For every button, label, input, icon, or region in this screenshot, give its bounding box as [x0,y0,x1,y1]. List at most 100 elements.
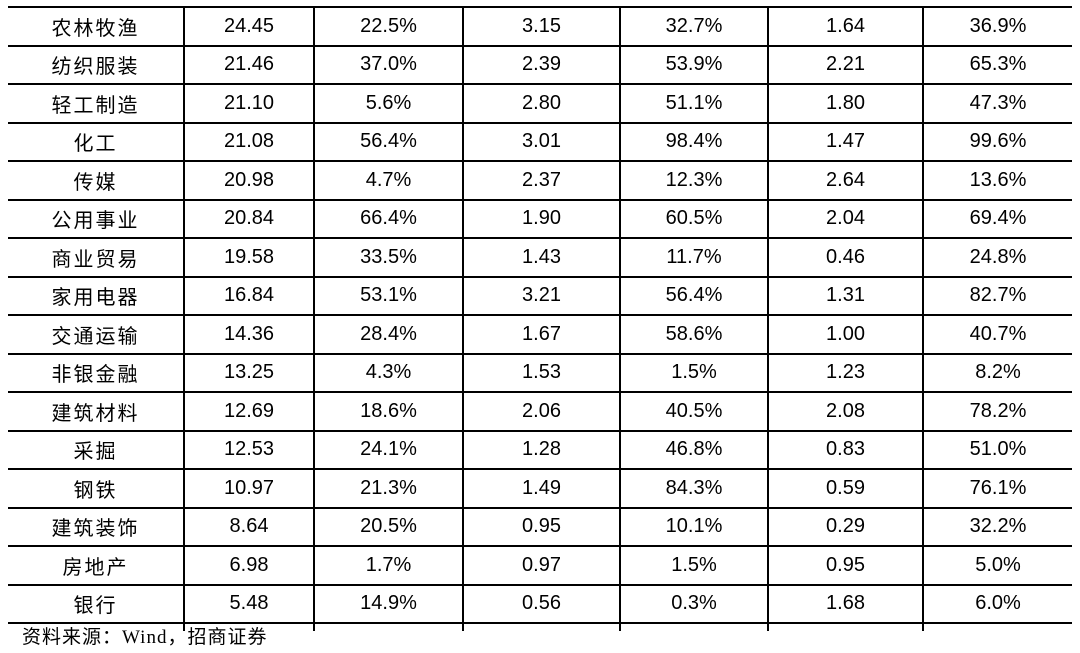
value-cell: 1.23 [767,352,923,392]
value-cell: 12.53 [183,429,314,469]
value-cell: 51.1% [619,83,768,123]
column-line-stub [462,623,620,631]
value-cell: 3.15 [462,6,620,46]
value-cell: 56.4% [619,275,768,315]
value-cell: 66.4% [313,198,463,238]
value-cell: 21.46 [183,44,314,84]
value-cell: 6.0% [922,583,1072,624]
industry-cell: 银行 [8,583,184,624]
value-cell: 84.3% [619,468,768,508]
value-cell: 58.6% [619,314,768,354]
column-line-stub [183,623,314,631]
table-row: 农林牧渔 24.45 22.5% 3.15 32.7% 1.64 36.9% [8,6,1072,46]
table-row: 商业贸易 19.58 33.5% 1.43 11.7% 0.46 24.8% [8,237,1072,277]
value-cell: 2.80 [462,83,620,123]
value-cell: 99.6% [922,121,1072,161]
value-cell: 12.69 [183,391,314,431]
value-cell: 12.3% [619,160,768,200]
table-row: 公用事业 20.84 66.4% 1.90 60.5% 2.04 69.4% [8,198,1072,238]
value-cell: 28.4% [313,314,463,354]
industry-cell: 农林牧渔 [8,6,184,46]
value-cell: 5.6% [313,83,463,123]
table-row: 传媒 20.98 4.7% 2.37 12.3% 2.64 13.6% [8,160,1072,200]
table-row: 化工 21.08 56.4% 3.01 98.4% 1.47 99.6% [8,121,1072,161]
column-line-stub [767,623,923,631]
table-row: 房地产 6.98 1.7% 0.97 1.5% 0.95 5.0% [8,545,1072,585]
table-body: 农林牧渔 24.45 22.5% 3.15 32.7% 1.64 36.9% 纺织服装 21.4… [8,6,1072,631]
value-cell: 1.00 [767,314,923,354]
value-cell: 0.83 [767,429,923,469]
value-cell: 1.90 [462,198,620,238]
value-cell: 98.4% [619,121,768,161]
value-cell: 40.5% [619,391,768,431]
value-cell: 0.95 [462,506,620,546]
value-cell: 0.59 [767,468,923,508]
value-cell: 33.5% [313,237,463,277]
value-cell: 21.10 [183,83,314,123]
value-cell: 2.06 [462,391,620,431]
value-cell: 20.84 [183,198,314,238]
value-cell: 1.67 [462,314,620,354]
industry-cell: 公用事业 [8,198,184,238]
value-cell: 24.8% [922,237,1072,277]
industry-cell: 传媒 [8,160,184,200]
value-cell: 13.6% [922,160,1072,200]
value-cell: 4.7% [313,160,463,200]
value-cell: 24.1% [313,429,463,469]
table-row: 家用电器 16.84 53.1% 3.21 56.4% 1.31 82.7% [8,275,1072,315]
table-row: 交通运输 14.36 28.4% 1.67 58.6% 1.00 40.7% [8,314,1072,354]
table-row: 采掘 12.53 24.1% 1.28 46.8% 0.83 51.0% [8,429,1072,469]
value-cell: 21.3% [313,468,463,508]
value-cell: 24.45 [183,6,314,46]
value-cell: 53.1% [313,275,463,315]
value-cell: 10.1% [619,506,768,546]
value-cell: 2.21 [767,44,923,84]
table-row: 建筑材料 12.69 18.6% 2.06 40.5% 2.08 78.2% [8,391,1072,431]
value-cell: 56.4% [313,121,463,161]
value-cell: 3.21 [462,275,620,315]
column-line-stub-row [8,623,1072,631]
value-cell: 11.7% [619,237,768,277]
industry-cell: 商业贸易 [8,237,184,277]
value-cell: 37.0% [313,44,463,84]
value-cell: 1.53 [462,352,620,392]
value-cell: 1.31 [767,275,923,315]
industry-cell: 房地产 [8,545,184,585]
value-cell: 1.47 [767,121,923,161]
value-cell: 2.08 [767,391,923,431]
value-cell: 0.56 [462,583,620,624]
industry-cell: 钢铁 [8,468,184,508]
column-line-stub [922,623,1072,631]
value-cell: 0.97 [462,545,620,585]
value-cell: 32.2% [922,506,1072,546]
value-cell: 0.95 [767,545,923,585]
value-cell: 22.5% [313,6,463,46]
value-cell: 60.5% [619,198,768,238]
value-cell: 2.39 [462,44,620,84]
value-cell: 0.3% [619,583,768,624]
value-cell: 20.98 [183,160,314,200]
value-cell: 32.7% [619,6,768,46]
value-cell: 8.64 [183,506,314,546]
column-line-stub [313,623,463,631]
industry-cell: 建筑材料 [8,391,184,431]
value-cell: 40.7% [922,314,1072,354]
value-cell: 5.48 [183,583,314,624]
source-note: 资料来源：Wind，招商证券 [22,627,268,648]
value-cell: 1.49 [462,468,620,508]
value-cell: 53.9% [619,44,768,84]
value-cell: 2.04 [767,198,923,238]
industry-cell: 家用电器 [8,275,184,315]
value-cell: 14.36 [183,314,314,354]
table-row: 建筑装饰 8.64 20.5% 0.95 10.1% 0.29 32.2% [8,506,1072,546]
value-cell: 69.4% [922,198,1072,238]
table-row: 纺织服装 21.46 37.0% 2.39 53.9% 2.21 65.3% [8,44,1072,84]
value-cell: 1.80 [767,83,923,123]
value-cell: 82.7% [922,275,1072,315]
industry-cell: 纺织服装 [8,44,184,84]
table-row: 钢铁 10.97 21.3% 1.49 84.3% 0.59 76.1% [8,468,1072,508]
industry-cell: 采掘 [8,429,184,469]
value-cell: 4.3% [313,352,463,392]
value-cell: 65.3% [922,44,1072,84]
